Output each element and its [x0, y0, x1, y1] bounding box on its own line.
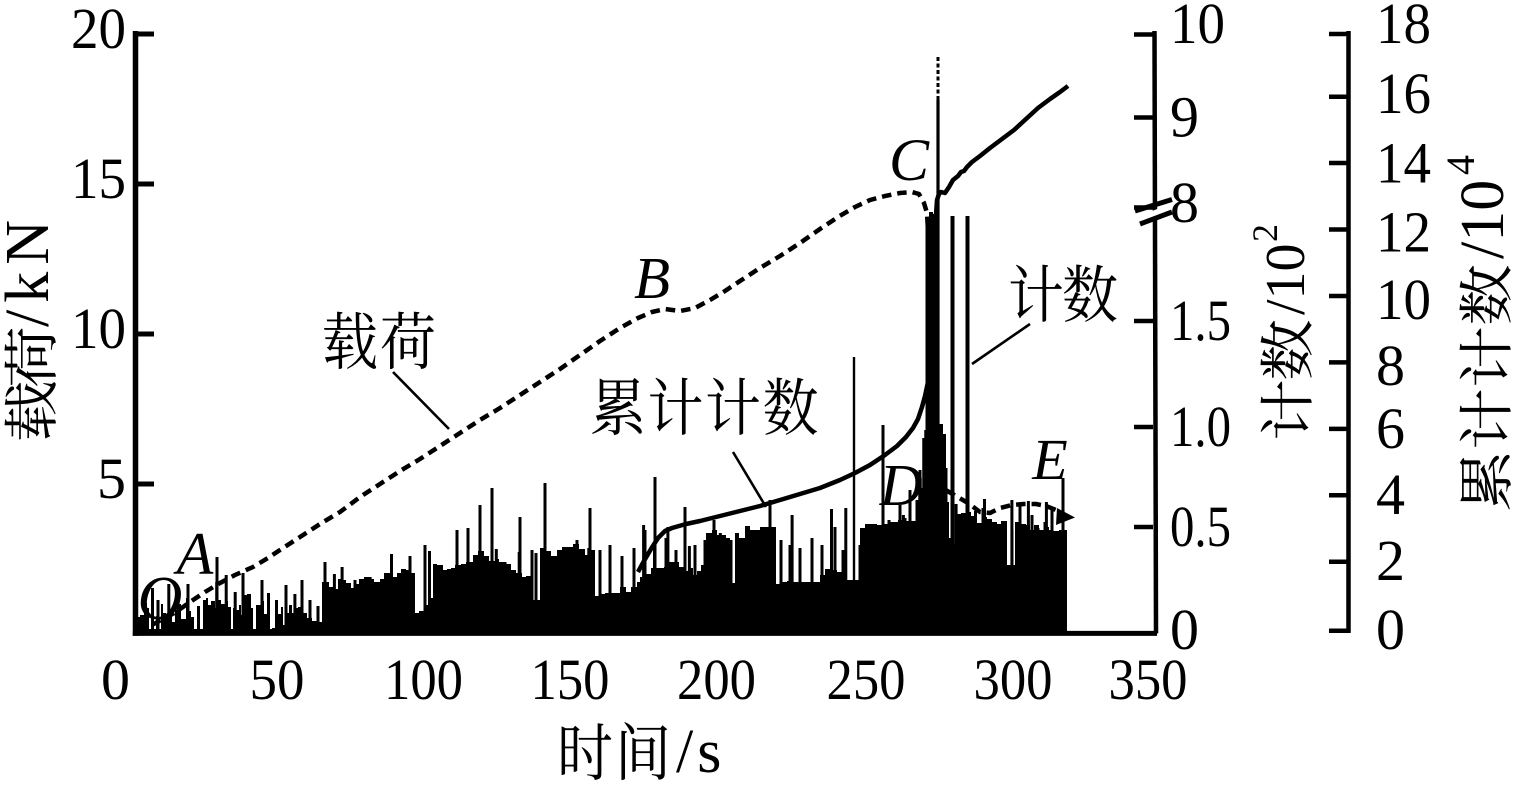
- svg-text:O: O: [138, 565, 183, 633]
- svg-text:/10: /10: [1449, 180, 1517, 259]
- svg-text:10: 10: [71, 296, 126, 361]
- svg-text:B: B: [634, 245, 670, 311]
- svg-text:1.0: 1.0: [1170, 394, 1231, 459]
- svg-text:8: 8: [1376, 333, 1405, 398]
- svg-text:2: 2: [1245, 224, 1285, 242]
- svg-text:250: 250: [827, 647, 906, 712]
- svg-text:16: 16: [1376, 61, 1431, 126]
- svg-text:2: 2: [1376, 528, 1405, 593]
- svg-text:1.5: 1.5: [1170, 288, 1231, 353]
- svg-text:10: 10: [1170, 0, 1225, 56]
- svg-text:10: 10: [1376, 267, 1431, 332]
- svg-text:6: 6: [1376, 396, 1405, 461]
- svg-text:9: 9: [1170, 85, 1199, 150]
- svg-text:/10: /10: [1255, 243, 1317, 315]
- svg-text:15: 15: [71, 146, 126, 211]
- svg-text:4: 4: [1438, 155, 1483, 175]
- svg-text:0: 0: [1170, 597, 1199, 662]
- svg-text:200: 200: [677, 647, 756, 712]
- svg-text:14: 14: [1376, 131, 1431, 196]
- svg-text:0.5: 0.5: [1170, 494, 1231, 559]
- svg-text:100: 100: [384, 647, 463, 712]
- svg-text:D: D: [879, 452, 923, 518]
- svg-text:350: 350: [1109, 647, 1188, 712]
- svg-text:50: 50: [250, 647, 305, 712]
- svg-text:A: A: [173, 521, 214, 587]
- svg-text:/s: /s: [676, 718, 725, 786]
- svg-text:E: E: [1031, 427, 1067, 492]
- svg-text:C: C: [889, 127, 930, 193]
- svg-text:18: 18: [1376, 0, 1431, 56]
- svg-text:0: 0: [101, 647, 130, 712]
- svg-text:8: 8: [1170, 170, 1199, 235]
- svg-text:300: 300: [974, 647, 1053, 712]
- svg-text:0: 0: [1376, 597, 1405, 662]
- svg-text:4: 4: [1376, 462, 1405, 527]
- svg-text:150: 150: [531, 647, 610, 712]
- svg-text:5: 5: [97, 446, 126, 511]
- svg-text:/kN: /kN: [0, 213, 62, 327]
- svg-text:12: 12: [1376, 200, 1431, 265]
- svg-text:20: 20: [71, 0, 126, 61]
